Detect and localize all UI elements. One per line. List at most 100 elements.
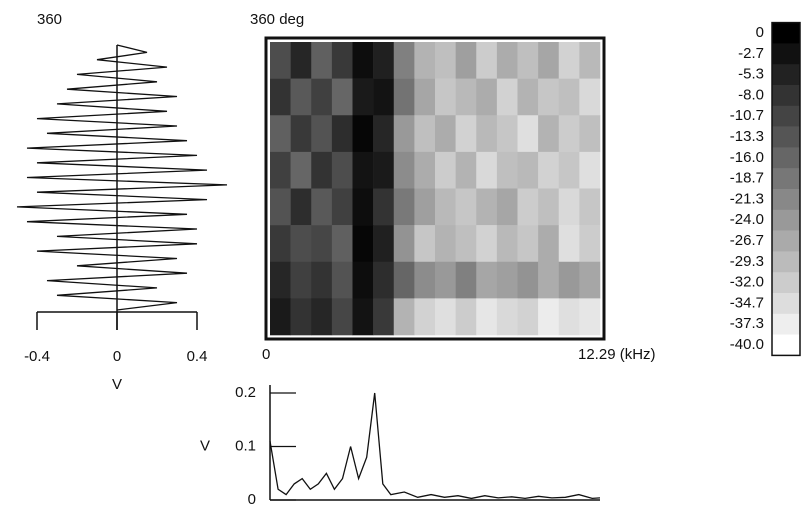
x-tick-label: -0.4 <box>24 348 50 365</box>
heatmap-cell <box>414 115 436 153</box>
heatmap-cell <box>558 42 580 79</box>
heatmap-cell <box>558 115 580 153</box>
x-tick-label: 12.29 (kHz) <box>578 346 656 363</box>
heatmap-cell <box>414 225 436 263</box>
heatmap-cell <box>331 151 353 189</box>
heatmap-cell <box>331 261 353 299</box>
colorbar-step <box>772 168 800 190</box>
heatmap-cell <box>393 261 415 299</box>
heatmap-cell <box>290 225 312 263</box>
heatmap-cell <box>476 151 498 189</box>
heatmap-cell <box>517 261 539 299</box>
heatmap-cell <box>455 42 477 79</box>
colorbar-step <box>772 189 800 211</box>
heatmap-cell <box>290 42 312 79</box>
y-tick-label: 0.2 <box>235 384 256 401</box>
heatmap-cell <box>331 298 353 336</box>
heatmap-cell <box>496 298 518 336</box>
heatmap-cell <box>414 188 436 226</box>
heatmap-cell <box>517 115 539 153</box>
heatmap-cell <box>414 151 436 189</box>
heatmap-cell <box>579 298 601 336</box>
colorbar-label: -40.0 <box>730 336 764 353</box>
colorbar-step <box>772 293 800 315</box>
x-tick-label: 0 <box>262 346 270 363</box>
heatmap-cell <box>270 115 291 153</box>
colorbar-label: -26.7 <box>730 232 764 249</box>
colorbar-step <box>772 126 800 148</box>
heatmap-cell <box>558 298 580 336</box>
heatmap-cell <box>455 298 477 336</box>
colorbar-step <box>772 209 800 231</box>
colorbar-step <box>772 251 800 273</box>
heatmap-cell <box>290 188 312 226</box>
heatmap-cell <box>373 42 395 79</box>
heatmap-cell <box>352 42 374 79</box>
colorbar-step <box>772 313 800 335</box>
heatmap-cell <box>538 298 560 336</box>
heatmap-cell <box>455 261 477 299</box>
heatmap-cell <box>373 188 395 226</box>
heatmap-cell <box>455 188 477 226</box>
heatmap-cell <box>455 78 477 116</box>
colorbar-label: -21.3 <box>730 190 764 207</box>
heatmap-cell <box>270 151 291 189</box>
heatmap-cell <box>270 78 291 116</box>
heatmap-cell <box>414 298 436 336</box>
heatmap-cell <box>435 78 456 116</box>
heatmap-cell <box>414 42 436 79</box>
heatmap-cell <box>352 298 374 336</box>
heatmap-cell <box>517 151 539 189</box>
heatmap-cell <box>435 115 456 153</box>
heatmap-cell <box>270 42 291 79</box>
heatmap-cell <box>373 261 395 299</box>
colorbar-step <box>772 105 800 127</box>
colorbar-frame <box>771 21 801 357</box>
heatmap-cell <box>476 78 498 116</box>
heatmap-cell <box>311 298 333 336</box>
heatmap-cell <box>476 42 498 79</box>
heatmap-cell <box>579 261 601 299</box>
heatmap-cell <box>373 115 395 153</box>
heatmap-cell <box>290 298 312 336</box>
heatmap-cell <box>331 188 353 226</box>
heatmap-cell <box>331 78 353 116</box>
heatmap-cell <box>579 225 601 263</box>
heatmap-cell <box>558 188 580 226</box>
colorbar-label: -10.7 <box>730 107 764 124</box>
heatmap-cell <box>352 261 374 299</box>
heatmap-cell <box>352 151 374 189</box>
colorbar-step <box>772 230 800 252</box>
heatmap-cell <box>476 115 498 153</box>
heatmap-cell <box>435 151 456 189</box>
heatmap-cell <box>558 151 580 189</box>
heatmap-cell <box>538 78 560 116</box>
colorbar-label: -24.0 <box>730 211 764 228</box>
heatmap-cell <box>414 261 436 299</box>
heatmap-cell <box>517 188 539 226</box>
spectrum-line <box>269 392 601 500</box>
heatmap-cell <box>393 225 415 263</box>
heatmap-cell <box>558 261 580 299</box>
heatmap-cell <box>579 42 601 79</box>
heatmap-cell <box>435 261 456 299</box>
x-axis-label: V <box>112 376 122 393</box>
heatmap-cell <box>538 261 560 299</box>
colorbar-label: -18.7 <box>730 170 764 187</box>
heatmap-cell <box>290 115 312 153</box>
heatmap-cell <box>517 78 539 116</box>
heatmap-cell <box>476 188 498 226</box>
heatmap-cell <box>352 115 374 153</box>
heatmap-cell <box>270 261 291 299</box>
heatmap-cell <box>311 78 333 116</box>
heatmap-cell <box>496 261 518 299</box>
heatmap-cell <box>455 151 477 189</box>
heatmap-cell <box>517 225 539 263</box>
heatmap-cell <box>393 298 415 336</box>
heatmap-cell <box>290 261 312 299</box>
heatmap-cell <box>496 151 518 189</box>
heatmap-cell <box>538 151 560 189</box>
x-tick-label: 0.4 <box>187 348 208 365</box>
heatmap-cell <box>393 115 415 153</box>
